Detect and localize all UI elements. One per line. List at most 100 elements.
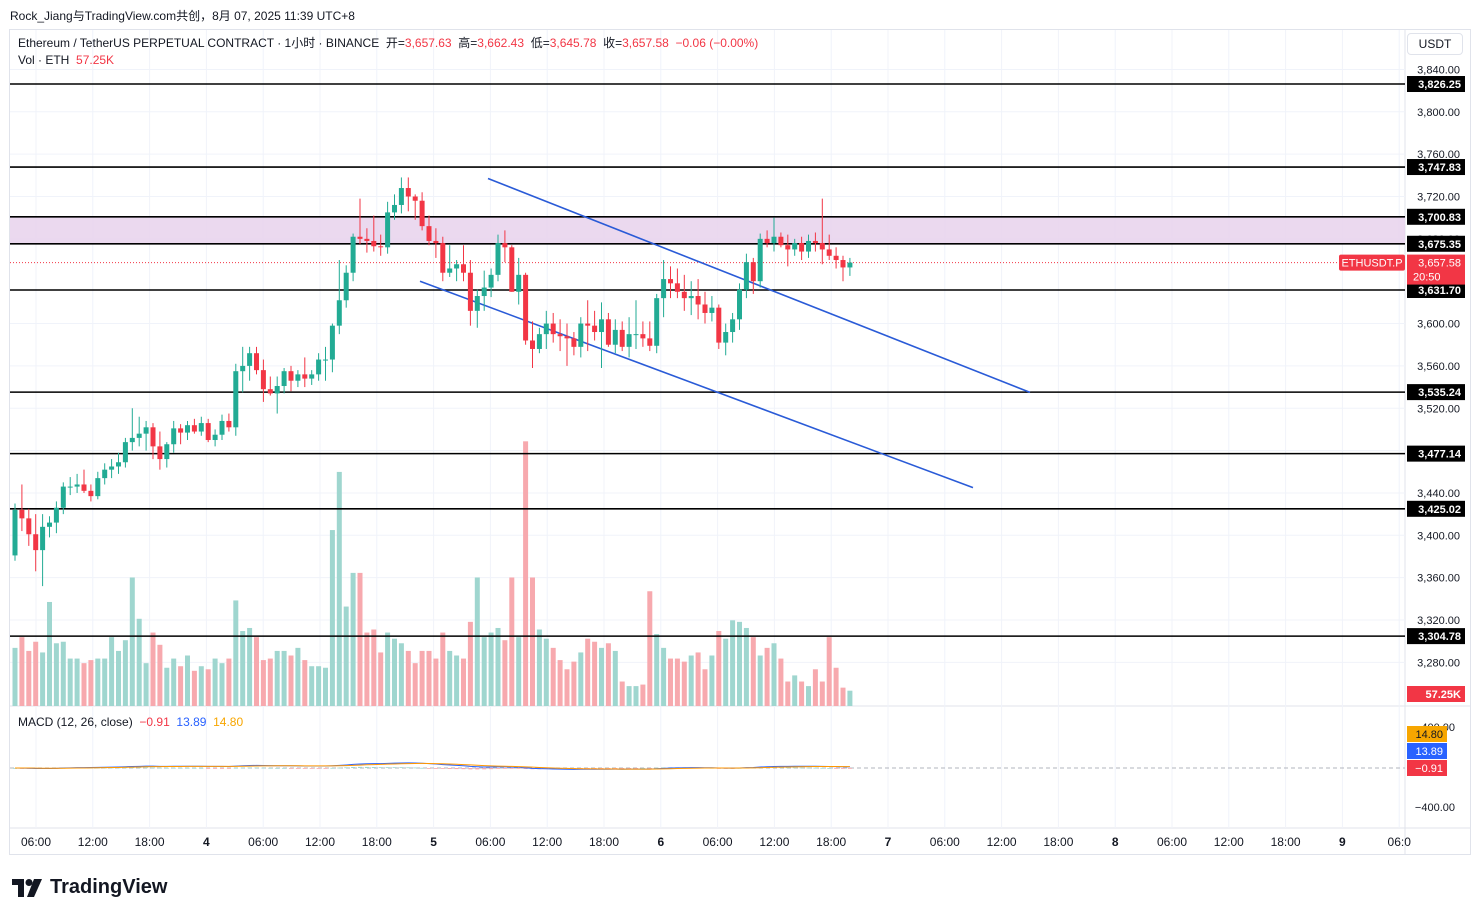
volume-bar [219, 663, 225, 706]
time-tick-label: 06:0 [1388, 835, 1412, 849]
candle-body [316, 359, 322, 375]
macd-histogram-bar [130, 767, 135, 769]
resistance-zone-rect [10, 216, 1405, 244]
volume-bar [109, 637, 115, 706]
volume-label-bg [1407, 686, 1465, 702]
candle-body [495, 243, 501, 275]
volume-bar [405, 650, 411, 706]
volume-bar [847, 690, 853, 706]
candle-body [695, 296, 701, 305]
volume-bar [723, 638, 729, 706]
macd-histogram-bar [468, 768, 473, 770]
time-tick-label: 7 [885, 835, 892, 849]
candle-body [343, 272, 349, 301]
volume-bar [467, 621, 473, 706]
macd-signal-line [14, 762, 850, 770]
macd-histogram-bar [151, 767, 155, 769]
macd-title[interactable]: MACD (12, 26, close) [18, 715, 133, 729]
volume-bar [592, 641, 598, 706]
candle-body [260, 370, 266, 390]
candle-body [806, 240, 811, 252]
candle-body [799, 243, 805, 252]
macd-histogram-bar [433, 768, 438, 769]
macd-histogram-bar [841, 768, 845, 769]
currency-button[interactable]: USDT [1407, 33, 1463, 55]
volume-bar [812, 669, 818, 706]
candle-body [612, 329, 618, 345]
macd-histogram-bar [178, 767, 183, 769]
symbol-title[interactable]: Ethereum / TetherUS PERPETUAL CONTRACT ·… [18, 36, 380, 50]
volume-bar [523, 441, 529, 706]
price-tick-label: 3,280.00 [1417, 657, 1460, 669]
volume-bar [474, 577, 480, 706]
open-value: 3,657.63 [404, 36, 452, 50]
volume-label: 57.25K [1426, 689, 1462, 701]
volume-bar [447, 650, 453, 706]
time-tick-label: 6 [657, 835, 664, 849]
volume-bar [267, 658, 273, 706]
candle-body [191, 425, 197, 432]
volume-bar [709, 655, 715, 706]
candle-body [150, 427, 156, 447]
volume-bar [150, 632, 156, 706]
volume-title[interactable]: Vol · ETH [18, 53, 70, 67]
volume-bar [74, 658, 80, 706]
chart-frame [9, 29, 1471, 855]
macd-histogram-bar [496, 768, 500, 769]
volume-bar [599, 647, 604, 706]
candle-body [668, 279, 673, 284]
volume-bar [702, 669, 708, 706]
tradingview-logo[interactable]: TradingView [12, 876, 167, 899]
candle-body [654, 298, 660, 346]
channel-lower-line [419, 280, 974, 489]
macd-tick-label: −400.00 [1415, 802, 1455, 814]
descending-channel [419, 177, 1031, 489]
candle-body [157, 446, 163, 460]
volume-bar [226, 658, 232, 706]
macd-histogram-bar [309, 768, 314, 769]
candle-body [53, 507, 59, 523]
volume-bar [205, 669, 211, 706]
candle-body [702, 304, 708, 313]
volume-bar [102, 658, 108, 706]
macd-value-label: −0.91 [1415, 763, 1443, 775]
brand-name: TradingView [50, 876, 168, 898]
time-tick-label: 4 [203, 835, 210, 849]
candle-body [737, 289, 742, 320]
price-tick-label: 3,760.00 [1417, 149, 1460, 161]
candle-body [599, 319, 604, 333]
price-tick-label: 3,400.00 [1417, 530, 1460, 542]
macd-histogram-bar [192, 767, 197, 769]
candle-body [467, 272, 473, 311]
volume-bar [543, 638, 549, 706]
level-label-bg [1407, 159, 1465, 176]
candle-body [164, 444, 170, 460]
tradingview-logo-icon [12, 878, 44, 897]
volume-bar [771, 643, 777, 706]
volume-bar [509, 577, 515, 706]
candle-body [281, 371, 287, 387]
candle-body [550, 323, 556, 335]
volume-bar [757, 655, 763, 706]
volume-bar [33, 641, 39, 706]
level-label: 3,477.14 [1418, 449, 1462, 461]
low-value: 3,645.78 [549, 36, 597, 50]
volume-bar [737, 621, 742, 706]
time-axis: 06:00 12:00 18:00 4 06:00 12:00 18:00 5 06:00 12:… [21, 835, 1411, 849]
candle-body [419, 200, 425, 227]
candle-body [398, 188, 404, 205]
candle-body [371, 240, 377, 247]
price-tick-label: 3,560.00 [1417, 361, 1460, 373]
volume-bar [164, 667, 170, 706]
macd-histogram-bar [137, 767, 142, 769]
macd-histogram-bar [344, 767, 349, 769]
price-tick-label: 3,720.00 [1417, 192, 1460, 204]
candle-body [392, 204, 397, 213]
candle-body [674, 283, 680, 292]
level-label-bg [1407, 208, 1465, 225]
macd-histogram-bar [620, 768, 625, 769]
candle-body [95, 478, 101, 497]
candle-body [447, 268, 453, 273]
candle-body [385, 212, 391, 248]
